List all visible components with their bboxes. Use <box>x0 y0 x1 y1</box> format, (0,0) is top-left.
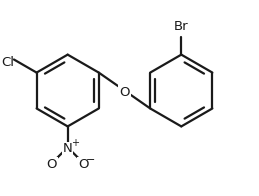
Text: −: − <box>86 155 96 165</box>
Text: Cl: Cl <box>1 56 14 69</box>
Text: +: + <box>71 138 79 148</box>
Text: N: N <box>63 142 73 155</box>
Text: O: O <box>78 158 89 171</box>
Text: O: O <box>47 158 57 171</box>
Text: Br: Br <box>174 20 189 33</box>
Text: O: O <box>119 85 130 99</box>
